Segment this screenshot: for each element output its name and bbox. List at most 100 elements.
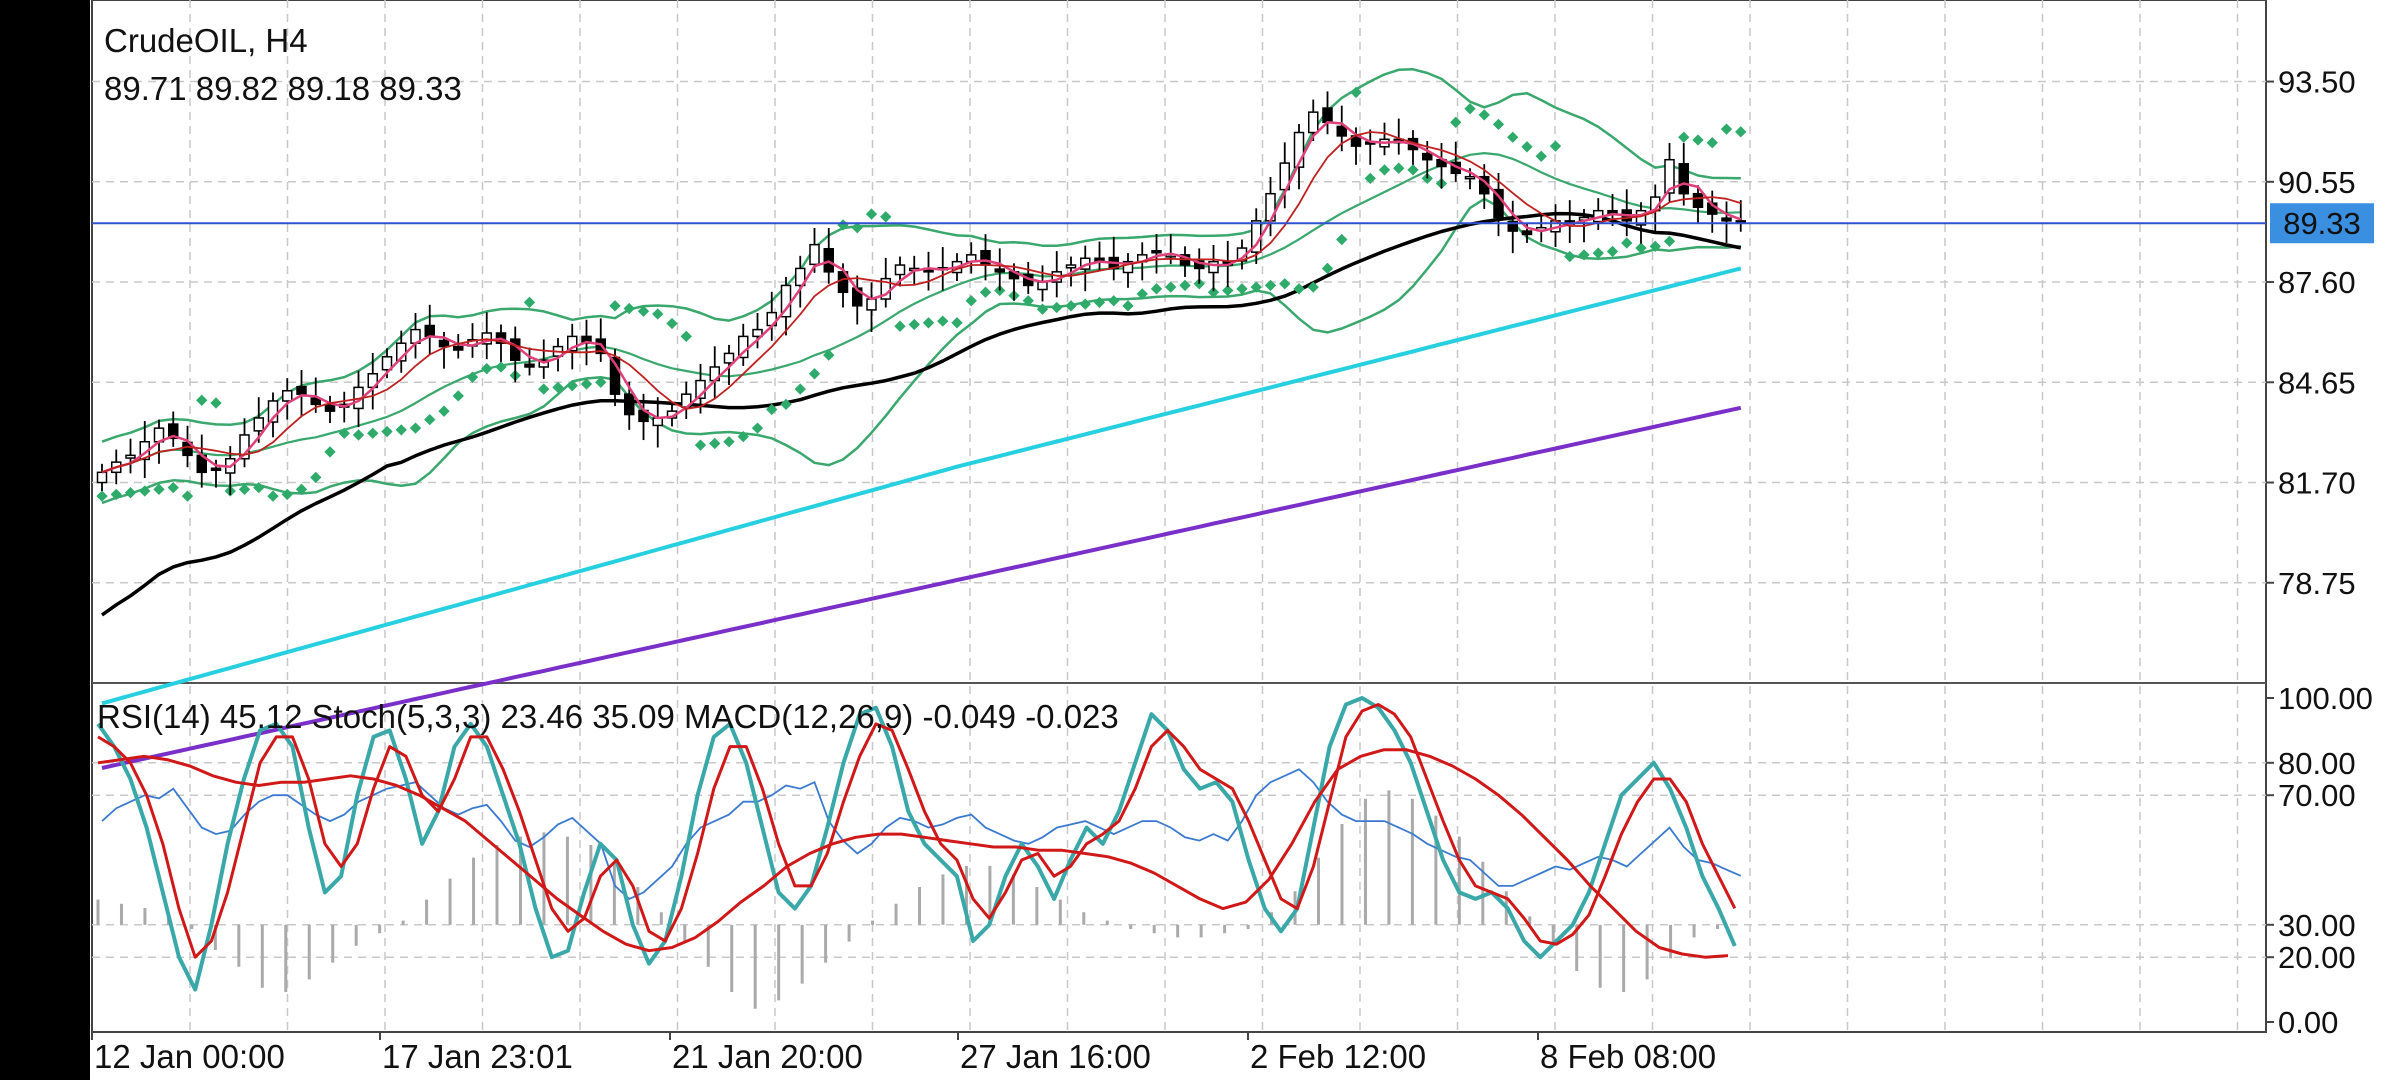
sar-dot <box>1321 262 1334 275</box>
sar-dot <box>523 296 536 309</box>
candle-up <box>253 417 264 432</box>
time-axis: 12 Jan 00:00 17 Jan 23:01 21 Jan 20:00 27 J… <box>91 1032 1716 1075</box>
sar-dot <box>381 425 393 438</box>
indicator-tick-label: 20.00 <box>2278 940 2356 975</box>
price-pane[interactable] <box>96 68 1747 770</box>
bollinger-bands <box>101 68 1741 505</box>
time-tick-label: 12 Jan 00:00 <box>94 1038 285 1075</box>
candle-down <box>453 345 464 351</box>
sar-dot <box>395 424 407 436</box>
sar-dot <box>1236 283 1248 295</box>
sar-dot <box>637 305 650 317</box>
sar-dot <box>552 381 564 394</box>
sar-dot <box>1150 283 1163 295</box>
current-price-label: 89.33 <box>2283 206 2361 241</box>
ma-100-line <box>101 266 1742 706</box>
sar-dot <box>737 430 749 443</box>
bollinger-upper <box>101 68 1741 443</box>
candle-up <box>866 298 877 311</box>
stoch-k-line <box>96 696 1737 992</box>
sar-dot <box>1207 286 1220 298</box>
candle-down <box>1521 230 1533 236</box>
sar-dot <box>1606 245 1619 258</box>
sar-dot <box>580 378 593 390</box>
sar-dot <box>766 403 778 416</box>
candle-down <box>182 441 193 457</box>
candle-up <box>1065 264 1077 269</box>
sar-dot <box>1635 242 1647 254</box>
candle <box>1151 234 1162 274</box>
candle <box>1721 201 1732 243</box>
candle <box>96 463 108 492</box>
sar-dot <box>865 208 878 220</box>
candle-down <box>994 268 1005 273</box>
sar-dot <box>780 398 792 411</box>
candle-up <box>1635 209 1647 226</box>
indicator-pane[interactable] <box>96 696 1742 1009</box>
sar-dot <box>851 222 863 234</box>
candle-up <box>752 328 763 338</box>
candle-down <box>1322 107 1333 124</box>
candle-up <box>282 390 293 402</box>
candle-down <box>324 403 336 412</box>
sar-dot <box>253 481 265 494</box>
sar-dot <box>1165 281 1177 293</box>
candle-up <box>381 356 393 371</box>
sar-dot <box>666 317 678 330</box>
candle-down <box>1721 217 1732 222</box>
candle-down <box>823 247 834 273</box>
sar-dot <box>694 439 707 451</box>
sar-dot <box>1492 118 1505 131</box>
sar-dot <box>1279 278 1291 290</box>
candle <box>1279 142 1290 209</box>
candle <box>1521 222 1533 243</box>
candle-up <box>96 471 108 484</box>
candle-down <box>980 250 991 266</box>
candle-up <box>239 434 250 460</box>
ma-50 <box>100 211 1742 617</box>
sar-dot <box>210 397 222 409</box>
sar-dot <box>1364 172 1376 185</box>
sar-dot <box>1521 141 1533 153</box>
indicator-tick-label: 0.00 <box>2278 1005 2338 1040</box>
candle-down <box>424 324 435 338</box>
candles[interactable] <box>96 91 1746 496</box>
sar-dot <box>623 302 635 315</box>
sar-dot <box>894 320 906 332</box>
price-axis: 93.50 90.55 87.60 84.65 81.70 78.75 <box>2266 65 2356 601</box>
price-tick-label: 78.75 <box>2278 566 2356 601</box>
sar-dot <box>153 483 165 495</box>
sar-dot <box>466 371 479 383</box>
ma-50-line <box>100 211 1742 617</box>
candle-up <box>1122 260 1134 274</box>
candle <box>1122 253 1134 288</box>
candle-down <box>168 423 179 440</box>
sar-dot <box>1122 300 1134 312</box>
sar-dot <box>238 483 251 495</box>
sar-dot <box>1564 250 1576 263</box>
candle-down <box>1692 192 1704 209</box>
sar-dot <box>1393 162 1405 174</box>
sar-dot <box>937 315 949 327</box>
sar-dot <box>1264 279 1277 292</box>
candle-up <box>1279 162 1290 191</box>
candle <box>752 312 763 349</box>
sar-dot <box>1507 131 1519 143</box>
bollinger-lower <box>101 197 1741 505</box>
sar-dot <box>794 383 806 395</box>
candle-down <box>296 385 307 395</box>
sar-dot <box>1378 164 1391 176</box>
candle <box>125 438 136 474</box>
sar-dot <box>1136 288 1148 300</box>
sar-dot <box>281 488 293 501</box>
candle <box>1065 256 1077 287</box>
sar-dot <box>196 394 208 406</box>
sar-dot <box>267 490 279 502</box>
sar-dot <box>723 436 735 448</box>
sar-dot <box>1051 301 1063 314</box>
stochastic-lines <box>96 696 1737 992</box>
candle-up <box>795 267 806 287</box>
sar-dot <box>352 429 365 441</box>
ma-fast <box>101 121 1742 474</box>
